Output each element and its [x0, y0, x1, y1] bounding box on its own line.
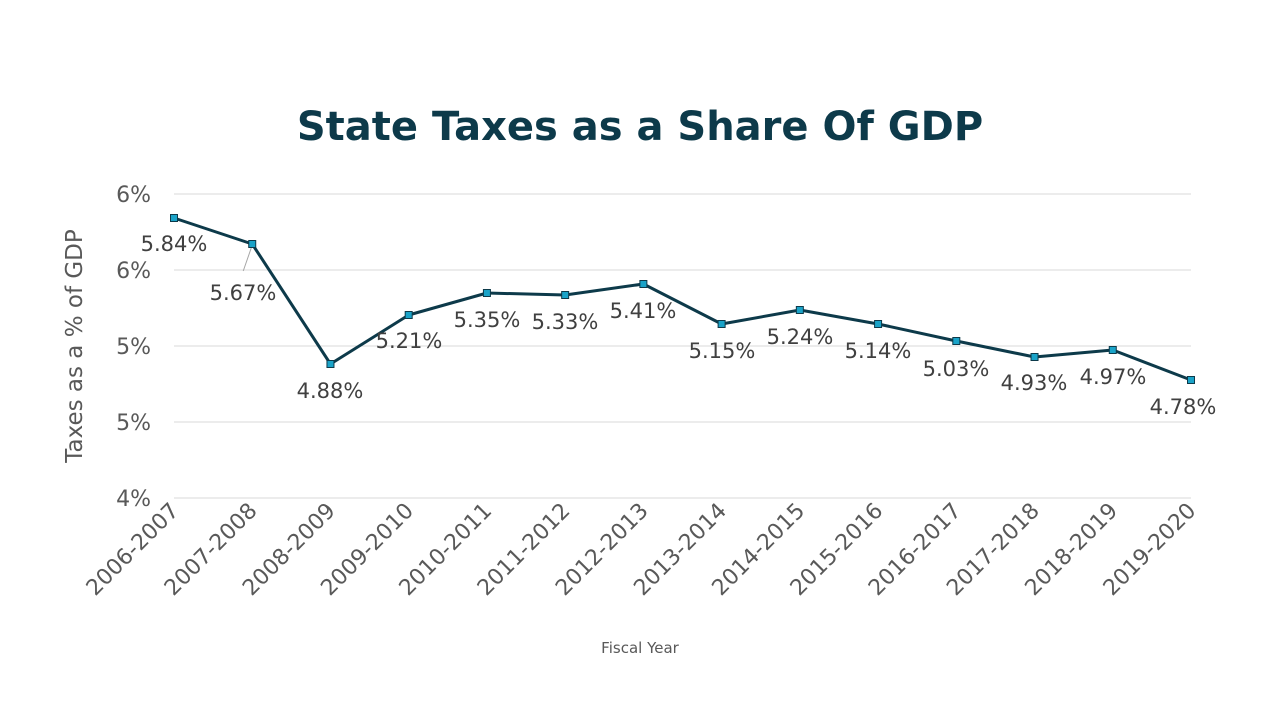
y-tick-label: 4%: [116, 487, 151, 512]
data-label: 5.84%: [141, 232, 208, 256]
data-label: 5.67%: [210, 281, 277, 305]
chart-title: State Taxes as a Share Of GDP: [297, 104, 983, 150]
data-label: 5.21%: [376, 329, 443, 353]
data-point-marker: [404, 311, 413, 319]
data-label: 4.93%: [1001, 371, 1068, 395]
gridlines: [174, 193, 1191, 499]
y-tick-label: 6%: [116, 259, 151, 284]
data-label: 5.35%: [454, 308, 521, 332]
y-tick-label: 5%: [116, 335, 151, 360]
data-point-marker: [1030, 353, 1039, 361]
y-tick-label: 6%: [116, 183, 151, 208]
data-point-marker: [795, 306, 804, 314]
data-label: 5.03%: [923, 357, 990, 381]
series-polyline: [173, 216, 1192, 382]
data-label: 4.78%: [1150, 395, 1217, 419]
data-label: 5.33%: [532, 310, 599, 334]
y-tick-label: 5%: [116, 411, 151, 436]
data-point-marker: [561, 291, 570, 299]
series-markers: [170, 214, 1195, 384]
data-point-marker: [326, 360, 335, 368]
data-point-marker: [1187, 376, 1195, 384]
leader-line: [242, 247, 252, 272]
series-line: [173, 216, 1192, 382]
data-label: 5.15%: [689, 339, 756, 363]
data-point-marker: [170, 214, 178, 222]
y-axis-ticks: 6% 6% 5% 5% 4%: [116, 183, 151, 512]
data-label: 5.14%: [845, 339, 912, 363]
x-axis-ticks: 2006-20072007-20082008-20092009-20102010…: [82, 499, 1201, 601]
y-axis-label: Taxes as a % of GDP: [62, 229, 88, 464]
data-point-marker: [874, 320, 883, 328]
data-point-marker: [248, 240, 257, 248]
data-point-marker: [639, 280, 648, 288]
x-axis-label: Fiscal Year: [601, 639, 679, 657]
data-point-marker: [1108, 346, 1117, 354]
data-point-marker: [717, 320, 726, 328]
data-label: 5.24%: [767, 325, 834, 349]
data-labels: 5.84% 5.67% 4.88% 5.21% 5.35% 5.33% 5.41% 5.15%…: [141, 232, 1217, 419]
data-label: 4.88%: [297, 379, 364, 403]
data-point-marker: [482, 289, 491, 297]
data-label: 5.41%: [610, 299, 677, 323]
data-label: 4.97%: [1080, 365, 1147, 389]
data-point-marker: [952, 337, 961, 345]
